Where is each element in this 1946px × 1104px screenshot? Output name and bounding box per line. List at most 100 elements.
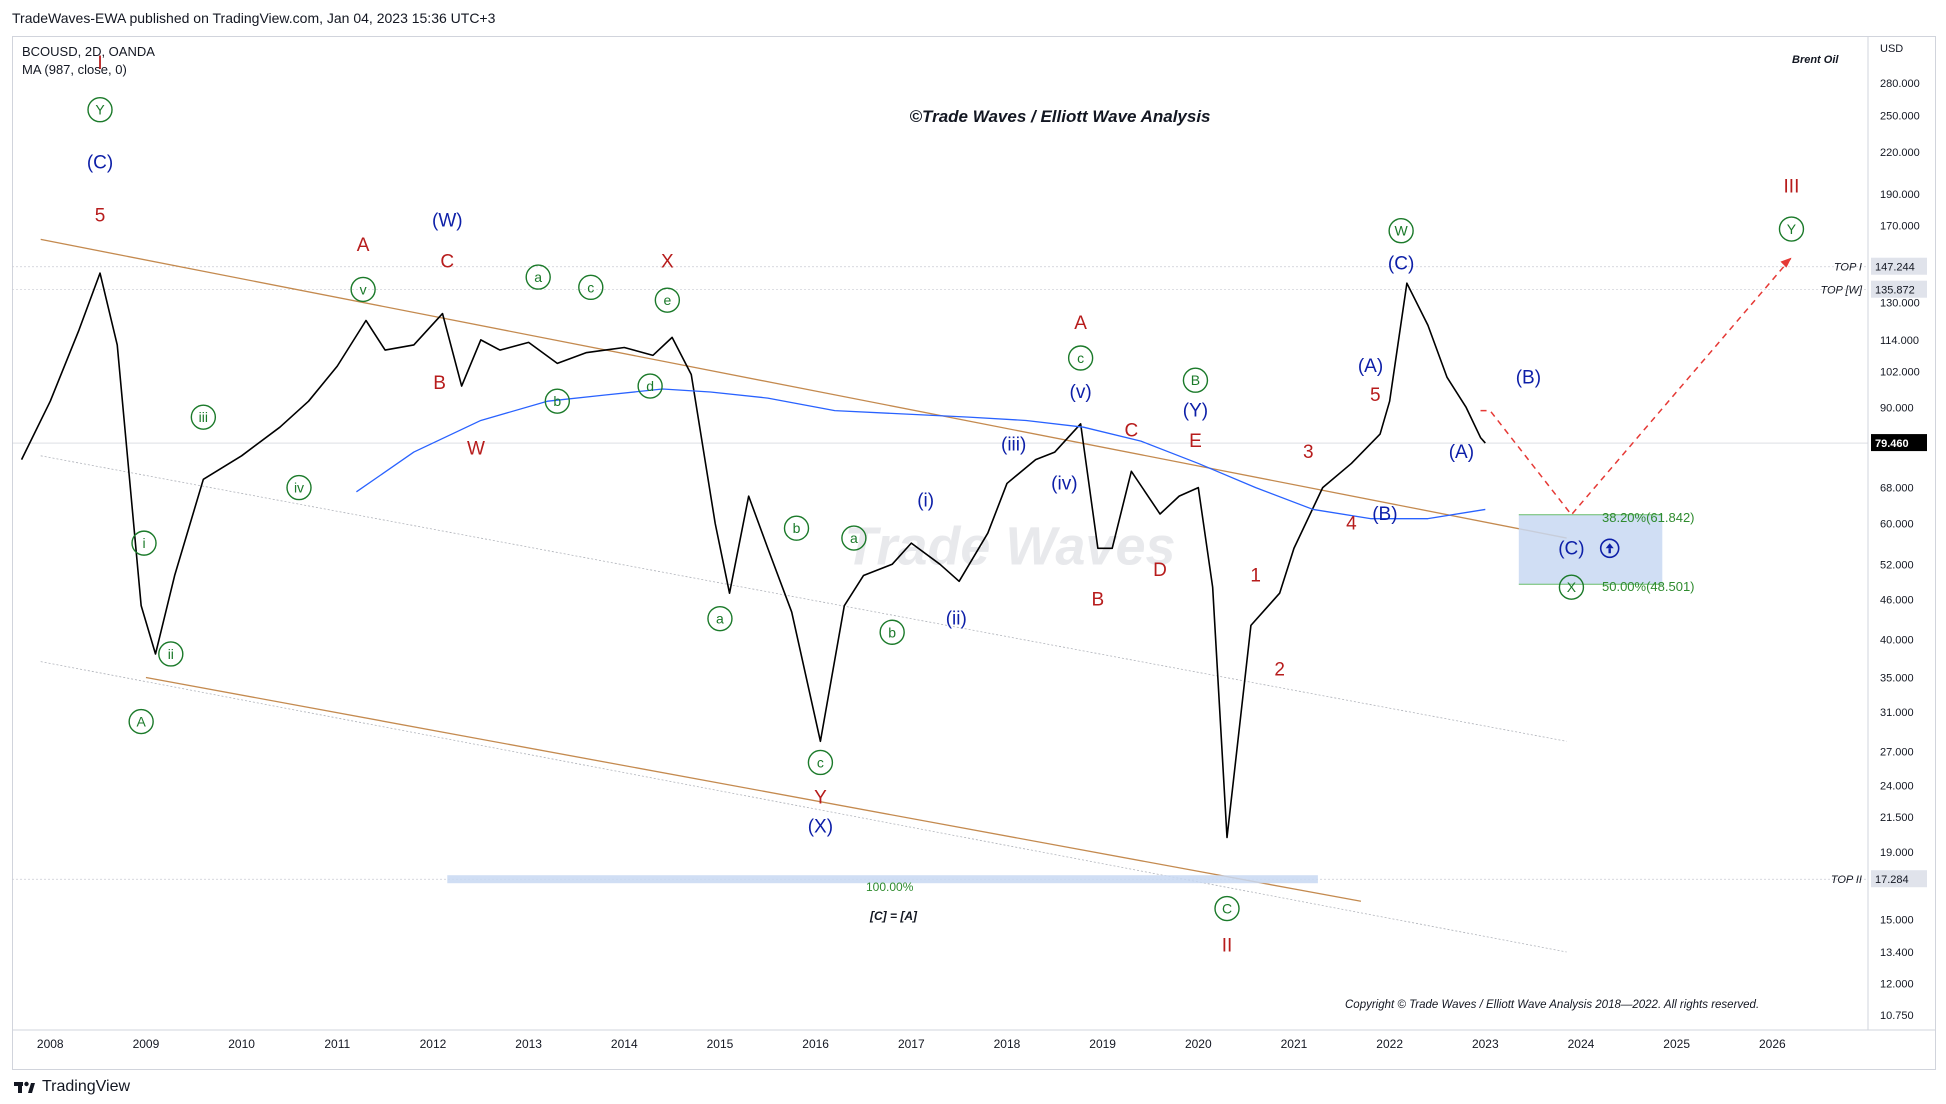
wave-label: c (817, 754, 824, 770)
tradingview-logo-icon (14, 1081, 35, 1093)
x-tick-label: 2013 (515, 1037, 542, 1051)
wave-label-circle (1067, 345, 1094, 371)
wave-label-circle (158, 641, 184, 667)
y-unit-label: USD (1880, 43, 1903, 55)
x-tick-label: 2019 (1089, 1037, 1116, 1051)
wave-labels: IY(C)5iiiAiiiivvA(W)CBWabcdXeababcY(X)(i… (87, 53, 1805, 957)
wave-label: 2 (1274, 659, 1285, 680)
wave-label-circle (578, 274, 604, 301)
y-tick-label: 46.000 (1880, 594, 1914, 606)
wave-label-circle (350, 276, 376, 303)
x-tick-label: 2024 (1568, 1037, 1595, 1051)
wave-label-circle (654, 287, 681, 313)
wave-label: b (793, 520, 801, 536)
wave-label: a (850, 530, 858, 546)
x-tick-label: 2015 (707, 1037, 734, 1051)
fib-zone-upper-label: 38.20%(61.842) (1602, 510, 1695, 525)
y-tick-label: 130.000 (1880, 297, 1920, 309)
wave-label: (C) (1388, 253, 1414, 274)
x-tick-label: 2009 (133, 1037, 160, 1051)
y-tick-label: 170.000 (1880, 221, 1920, 233)
wave-label: (iii) (1001, 435, 1026, 456)
wave-label: A (1074, 313, 1087, 334)
wave-label: III (1784, 176, 1800, 197)
wave-label-circle (707, 605, 733, 632)
x-tick-label: 2008 (37, 1037, 64, 1051)
publish-header: TradeWaves-EWA published on TradingView.… (12, 10, 496, 26)
price-series-line (20, 272, 1486, 839)
y-tick-label: 190.000 (1880, 189, 1920, 201)
wave-label: (C) (87, 153, 113, 174)
x-tick-label: 2016 (802, 1037, 829, 1051)
wave-label-circle (544, 388, 571, 414)
y-tick-label: 280.000 (1880, 78, 1920, 90)
y-tick-label: 68.000 (1880, 483, 1914, 495)
y-tick-label: 10.750 (1880, 1010, 1914, 1022)
wave-label-circle (841, 525, 867, 551)
wave-label: (i) (917, 491, 934, 512)
x-tick-label: 2022 (1376, 1037, 1403, 1051)
wave-label-circle (783, 515, 810, 541)
fib-target-note: [C] = [A] (869, 909, 918, 923)
symbol-info[interactable]: BCOUSD, 2D, OANDA (22, 44, 155, 59)
wave-label: (B) (1372, 504, 1397, 525)
wave-label: iv (294, 480, 304, 496)
x-tick-label: 2017 (898, 1037, 925, 1051)
wave-label-circle (131, 530, 157, 556)
x-tick-label: 2014 (611, 1037, 638, 1051)
wave-label: c (587, 279, 594, 295)
wave-label: Y (1787, 221, 1797, 237)
wave-label: Y (95, 102, 105, 118)
x-tick-label: 2018 (994, 1037, 1021, 1051)
wave-label: (B) (1516, 367, 1541, 388)
channel-lower-line (145, 676, 1362, 902)
wave-label: X (661, 251, 674, 272)
y-tick-label: 24.000 (1880, 780, 1914, 792)
wave-label: iii (199, 409, 208, 425)
y-tick-label: 35.000 (1880, 672, 1914, 684)
channel-upper-line (40, 238, 1567, 539)
y-tick-label: 220.000 (1880, 147, 1920, 159)
wave-label-circle (525, 264, 551, 290)
indicator-info[interactable]: MA (987, close, 0) (22, 62, 127, 77)
wave-label: C (1222, 901, 1232, 917)
wave-label: B (1092, 589, 1105, 610)
x-tick-label: 2011 (324, 1037, 350, 1051)
x-tick-label: 2026 (1759, 1037, 1786, 1051)
price-label: 147.244 (1875, 262, 1915, 274)
wave-label: v (360, 281, 367, 297)
wave-label: (C) (1558, 538, 1584, 559)
wave-label: b (553, 393, 561, 409)
price-label-box (1871, 434, 1927, 452)
wave-label: 4 (1346, 513, 1357, 534)
wave-label: D (1153, 560, 1167, 581)
wave-label: E (1189, 431, 1202, 452)
chart-frame (12, 36, 1936, 1070)
ma-series-line (356, 388, 1486, 520)
x-tick-label: 2025 (1663, 1037, 1690, 1051)
time-axis: 2008 2009 2010 2011 2012 2013 2014 2015 2016 2017… (37, 1037, 1786, 1051)
wave-label: (Y) (1183, 401, 1208, 422)
x-tick-label: 2021 (1281, 1037, 1308, 1051)
tradingview-brand[interactable]: TradingView (14, 1078, 130, 1096)
wave-label: (W) (432, 211, 463, 232)
wave-label: B (1191, 372, 1200, 388)
wave-label: (ii) (946, 609, 967, 630)
y-tick-label: 60.000 (1880, 518, 1914, 530)
wave-label: I (97, 53, 102, 74)
wave-label: (v) (1070, 382, 1092, 403)
wave-label-circle (128, 708, 154, 735)
price-label: 135.872 (1875, 285, 1915, 297)
x-tick-label: 2020 (1185, 1037, 1212, 1051)
price-level-tag: TOP II (1831, 874, 1862, 886)
center-title: ©Trade Waves / Elliott Wave Analysis (909, 107, 1210, 126)
wave-label-circle (1558, 574, 1585, 600)
price-label-box (1871, 280, 1927, 298)
up-arrow-stem (1608, 548, 1611, 554)
wave-label: C (440, 251, 454, 272)
y-tick-label: 12.000 (1880, 979, 1914, 991)
wave-label: b (888, 624, 896, 640)
wave-label-circle (190, 404, 217, 430)
wave-label: ii (168, 646, 174, 662)
